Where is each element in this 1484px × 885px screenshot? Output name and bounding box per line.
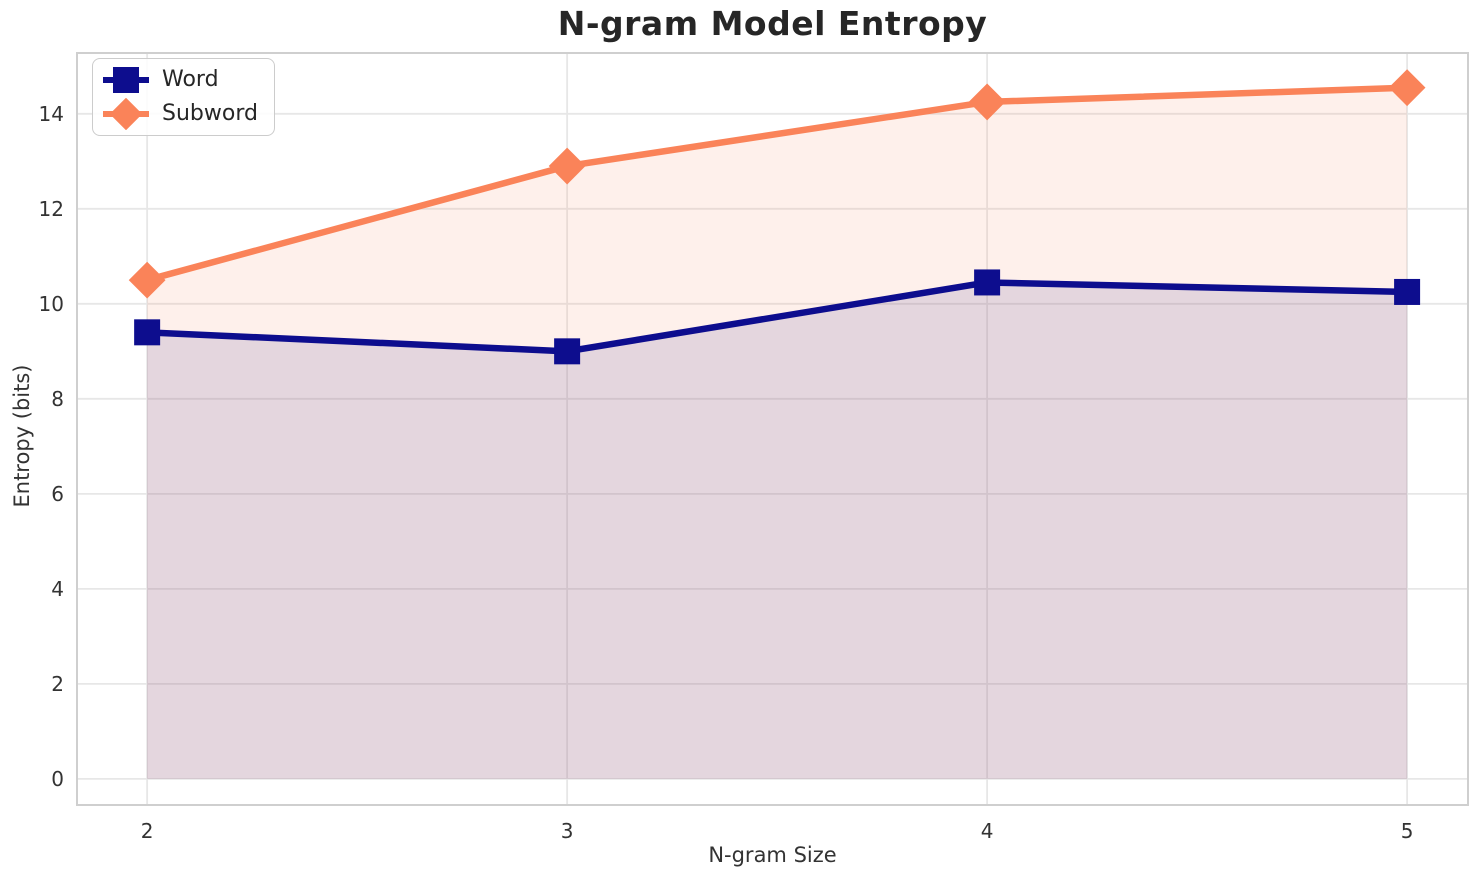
x-tick-label: 5 xyxy=(1401,819,1414,843)
chart-title: N-gram Model Entropy xyxy=(557,4,988,43)
y-tick-label: 8 xyxy=(51,387,64,411)
legend-item-word[interactable]: Word xyxy=(102,64,258,96)
y-tick-label: 12 xyxy=(39,197,64,221)
word-area-fill xyxy=(147,282,1408,779)
series-lines xyxy=(146,84,1408,355)
legend: Word Subword xyxy=(92,58,275,136)
subword-line xyxy=(146,84,1408,284)
gridlines xyxy=(77,53,1468,805)
y-tick-label: 10 xyxy=(39,292,64,316)
y-axis-label: Entropy (bits) xyxy=(10,364,34,508)
x-tick-label: 2 xyxy=(141,819,154,843)
subword-data-point xyxy=(968,83,1006,121)
word-square-marker-icon xyxy=(103,67,149,93)
y-tick-label: 14 xyxy=(39,102,64,126)
x-tick-label: 3 xyxy=(561,819,574,843)
area-fills xyxy=(147,87,1408,779)
word-line xyxy=(146,279,1408,355)
y-tick-label: 6 xyxy=(51,482,64,506)
subword-diamond-marker-icon xyxy=(103,98,149,130)
plot-border xyxy=(76,52,1469,806)
legend-label-subword: Subword xyxy=(162,101,258,126)
legend-item-subword[interactable]: Subword xyxy=(102,98,258,130)
word-data-point xyxy=(1394,278,1421,305)
legend-label-word: Word xyxy=(162,67,219,92)
tick-labels: 2 3 4 5 0 2 4 6 8 10 12 14 xyxy=(39,102,1414,843)
y-tick-label: 4 xyxy=(51,577,64,601)
subword-data-point xyxy=(1388,69,1426,107)
series-markers xyxy=(128,69,1426,365)
x-axis-label: N-gram Size xyxy=(708,843,837,867)
word-data-point xyxy=(554,338,581,365)
subword-data-point xyxy=(128,261,166,299)
word-data-point xyxy=(134,319,161,346)
word-data-point xyxy=(974,269,1001,296)
subword-data-point xyxy=(548,147,586,185)
y-tick-label: 0 xyxy=(51,767,64,791)
subword-area-fill xyxy=(147,87,1408,779)
x-tick-label: 4 xyxy=(981,819,994,843)
y-tick-label: 2 xyxy=(51,672,64,696)
